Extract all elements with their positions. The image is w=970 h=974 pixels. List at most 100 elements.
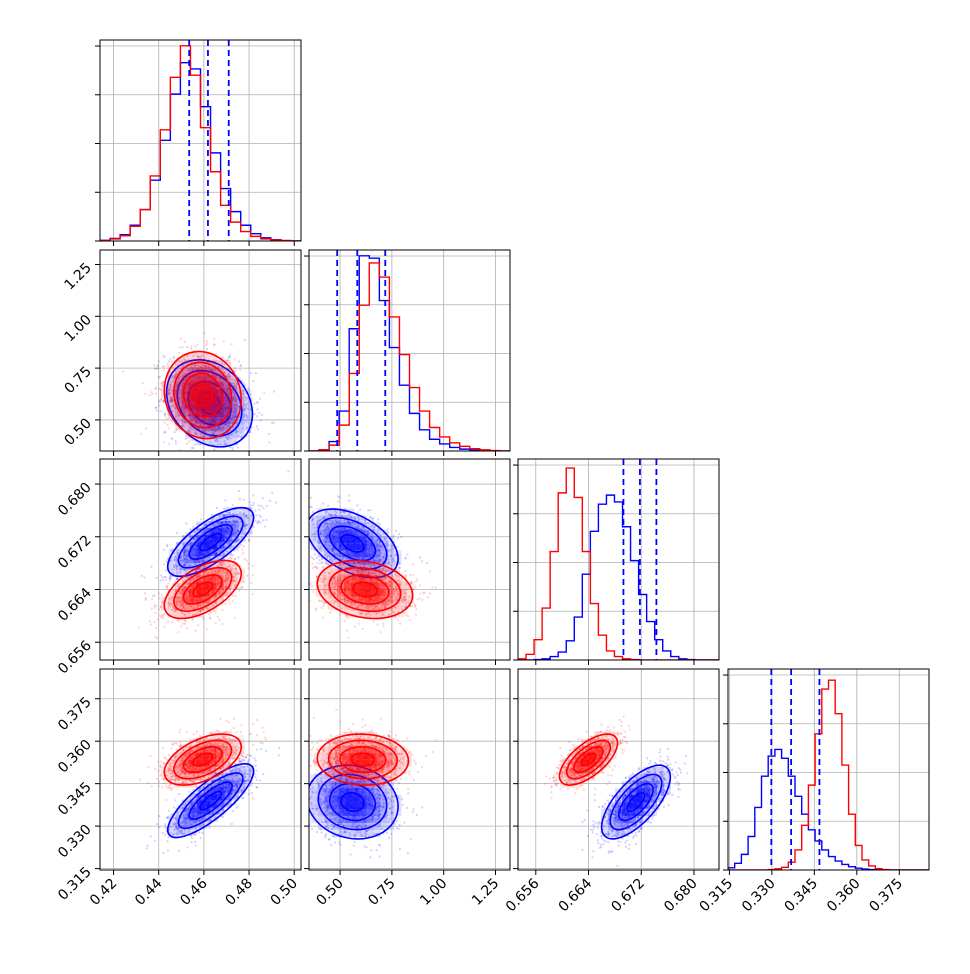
scatter-point: [252, 565, 254, 567]
scatter-point: [309, 506, 311, 508]
scatter-point: [164, 421, 166, 423]
scatter-point: [265, 519, 267, 521]
density-cell: [196, 430, 203, 437]
scatter-point: [154, 594, 156, 596]
density-cell: [203, 395, 210, 402]
scatter-point: [269, 500, 271, 502]
scatter-point: [159, 376, 161, 378]
scatter-point: [209, 617, 211, 619]
hist-panel-1: [304, 250, 510, 451]
scatter-point: [206, 342, 208, 344]
scatter-point: [237, 556, 239, 558]
scatter-point: [285, 515, 287, 517]
scatter-point: [369, 516, 371, 518]
scatter-point: [158, 360, 160, 362]
density-cell: [231, 381, 238, 388]
scatter-point: [243, 499, 245, 501]
scatter-point: [271, 492, 273, 494]
density-cell: [232, 514, 239, 521]
scatter-point: [178, 352, 180, 354]
scatter-point: [160, 579, 162, 581]
scatter-point: [259, 398, 261, 400]
scatter-point: [163, 441, 165, 443]
scatter-point: [186, 627, 188, 629]
scatter-point: [400, 536, 402, 538]
scatter-point: [256, 415, 258, 417]
scatter-point: [311, 556, 313, 558]
scatter-point: [168, 360, 170, 362]
scatter-point: [240, 544, 242, 546]
density-cell: [203, 409, 210, 416]
scatter-point: [167, 364, 169, 366]
scatter-point: [163, 613, 165, 615]
scatter-point: [155, 387, 157, 389]
scatter-point: [352, 509, 354, 511]
scatter-point: [192, 618, 194, 620]
scatter-point: [416, 579, 418, 581]
scatter-point: [163, 369, 165, 371]
scatter-point: [271, 422, 273, 424]
scatter-point: [164, 576, 166, 578]
scatter-point: [153, 364, 155, 366]
scatter-point: [185, 522, 187, 524]
scatter-point: [228, 468, 230, 470]
scatter-point: [184, 619, 186, 621]
scatter-point: [312, 511, 314, 513]
scatter-point: [213, 448, 215, 450]
scatter-point: [252, 593, 254, 595]
scatter-point: [348, 494, 350, 496]
scatter-point: [262, 497, 264, 499]
scatter-point: [155, 407, 157, 409]
scatter-point: [338, 496, 340, 498]
scatter-point: [235, 595, 237, 597]
scatter-point: [167, 621, 169, 623]
scatter-point: [250, 504, 252, 506]
scatter-point: [177, 631, 179, 633]
scatter-point: [203, 332, 205, 334]
scatter-point: [260, 516, 262, 518]
hist-panel-0: [95, 40, 301, 241]
scatter-point: [256, 408, 258, 410]
scatter-point: [176, 577, 178, 579]
scatter-point: [217, 616, 219, 618]
scatter-point: [239, 498, 241, 500]
scatter-point: [232, 449, 234, 451]
scatter-point: [154, 368, 156, 370]
density-cell: [169, 563, 176, 570]
scatter-point: [259, 521, 261, 523]
scatter-point: [305, 505, 307, 507]
scatter-point: [262, 519, 264, 521]
scatter-point: [252, 494, 254, 496]
scatter-point: [222, 609, 224, 611]
scatter-point: [269, 537, 271, 539]
hist-y-ticks: [95, 46, 100, 241]
density-cell: [203, 388, 210, 395]
density-cell: [203, 423, 210, 430]
scatter-point: [398, 533, 400, 535]
scatter-point: [253, 502, 255, 504]
scatter-point: [369, 509, 371, 511]
scatter-point: [258, 508, 260, 510]
scatter-point: [238, 473, 240, 475]
density-cell: [168, 402, 175, 409]
density-cell: [175, 610, 182, 617]
scatter-point: [156, 637, 158, 639]
scatter-point: [150, 624, 152, 626]
scatter-point: [142, 382, 144, 384]
scatter-point: [215, 622, 217, 624]
scatter-point: [215, 611, 217, 613]
scatter-point: [233, 358, 235, 360]
density-cell: [210, 575, 217, 582]
scatter-point: [188, 440, 190, 442]
scatter-point: [165, 569, 167, 571]
scatter-point: [205, 344, 207, 346]
scatter-point: [234, 559, 236, 561]
scatter-point: [151, 598, 153, 600]
grid-lines: [340, 250, 495, 451]
scatter-point: [191, 447, 193, 449]
scatter-point: [248, 563, 250, 565]
scatter-point: [160, 574, 162, 576]
scatter-point: [301, 508, 303, 510]
scatter-point: [310, 497, 312, 499]
scatter-point: [257, 428, 259, 430]
